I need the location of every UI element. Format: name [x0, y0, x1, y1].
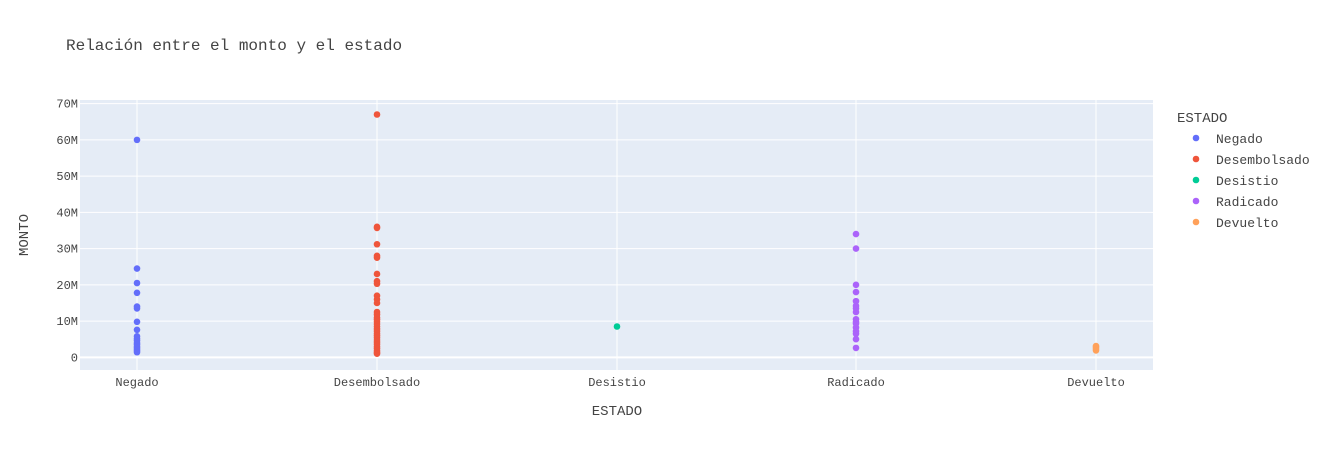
y-tick-label: 30M	[56, 243, 78, 257]
legend-marker	[1192, 134, 1200, 142]
x-axis-ticks: Negado Desembolsado Desistio Radicado Devuel…	[115, 376, 1124, 390]
legend: ESTADO Negado Desembolsado Desistio Radicad…	[1177, 111, 1310, 231]
data-point	[133, 279, 141, 287]
data-point	[373, 270, 381, 278]
data-point	[373, 240, 381, 248]
data-point	[852, 344, 860, 352]
data-point	[373, 280, 381, 288]
data-point	[373, 111, 381, 118]
data-point	[373, 299, 381, 307]
data-point	[373, 350, 381, 357]
data-point	[852, 281, 860, 289]
data-point	[373, 254, 381, 261]
legend-item: Desistio	[1216, 174, 1278, 189]
legend-item: Radicado	[1216, 195, 1278, 210]
data-point	[133, 265, 141, 272]
data-point	[133, 348, 141, 356]
data-point	[852, 330, 860, 338]
y-tick-label: 60M	[56, 134, 78, 148]
data-point	[133, 289, 141, 297]
x-tick-label: Radicado	[827, 376, 885, 390]
y-tick-label: 70M	[56, 98, 78, 112]
x-axis-title: ESTADO	[592, 404, 642, 420]
data-point	[852, 335, 860, 343]
legend-marker	[1192, 176, 1200, 184]
data-point	[613, 323, 621, 330]
legend-item: Desembolsado	[1216, 153, 1310, 168]
data-point	[852, 230, 860, 238]
legend-marker	[1192, 197, 1200, 205]
chart-title: Relación entre el monto y el estado	[66, 37, 402, 55]
y-tick-label: 0	[71, 351, 78, 365]
x-tick-label: Desistio	[588, 376, 646, 390]
data-points	[133, 111, 1100, 357]
y-tick-label: 40M	[56, 206, 78, 220]
legend-item: Devuelto	[1216, 216, 1278, 231]
y-tick-label: 10M	[56, 315, 78, 329]
x-tick-label: Negado	[115, 376, 158, 390]
data-point	[133, 305, 141, 312]
data-point	[852, 297, 860, 305]
x-tick-label: Devuelto	[1067, 376, 1125, 390]
data-point	[133, 318, 141, 326]
data-point	[133, 326, 141, 334]
legend-item: Negado	[1216, 132, 1263, 147]
legend-marker	[1192, 155, 1200, 163]
y-tick-label: 20M	[56, 279, 78, 293]
legend-marker	[1192, 218, 1200, 226]
data-point	[852, 245, 860, 252]
y-tick-label: 50M	[56, 170, 78, 184]
legend-title: ESTADO	[1177, 111, 1227, 127]
data-point	[1092, 347, 1100, 354]
data-point	[852, 308, 860, 316]
data-point	[373, 224, 381, 232]
data-point	[852, 288, 860, 296]
data-point	[133, 136, 141, 144]
y-axis-title: MONTO	[17, 214, 33, 256]
y-axis-ticks: 0 10M 20M 30M 40M 50M 60M 70M	[56, 98, 78, 366]
x-tick-label: Desembolsado	[334, 376, 420, 390]
